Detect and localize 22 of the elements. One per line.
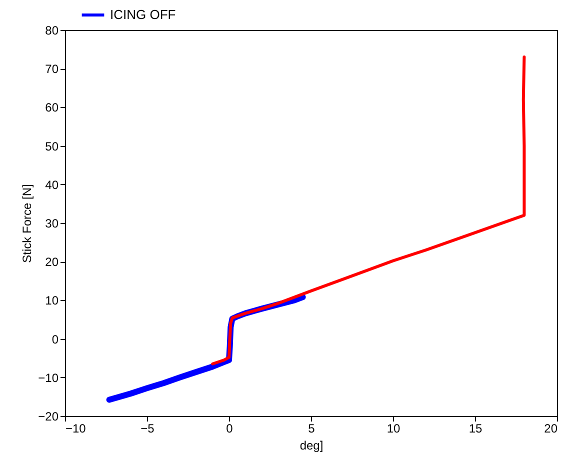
y-tick-label: −20 [38, 410, 59, 424]
x-tick-label: 20 [544, 422, 558, 436]
y-tick-label: 80 [45, 24, 59, 38]
legend-label: ICING OFF [110, 7, 176, 22]
y-tick-label: 30 [45, 216, 59, 230]
y-tick-label: 10 [45, 294, 59, 308]
y-axis-title: Stick Force [N] [20, 184, 34, 263]
x-tick-label: −10 [66, 422, 86, 436]
y-tick-label: 40 [45, 178, 59, 192]
y-tick-label: 0 [52, 332, 59, 346]
x-tick-label: 10 [386, 422, 400, 436]
y-tick-label: 70 [45, 62, 59, 76]
x-tick-label: 15 [468, 422, 482, 436]
y-tick-label: 50 [45, 139, 59, 154]
x-tick-label: 5 [308, 422, 316, 436]
x-tick-label: 0 [226, 422, 234, 436]
x-tick-label: −5 [140, 422, 155, 436]
y-tick-label: −10 [38, 370, 59, 385]
y-tick-label: 60 [45, 100, 59, 115]
y-tick-label: 20 [45, 255, 59, 270]
line-series [211, 56, 526, 366]
x-axis-title: deg] [300, 438, 324, 452]
